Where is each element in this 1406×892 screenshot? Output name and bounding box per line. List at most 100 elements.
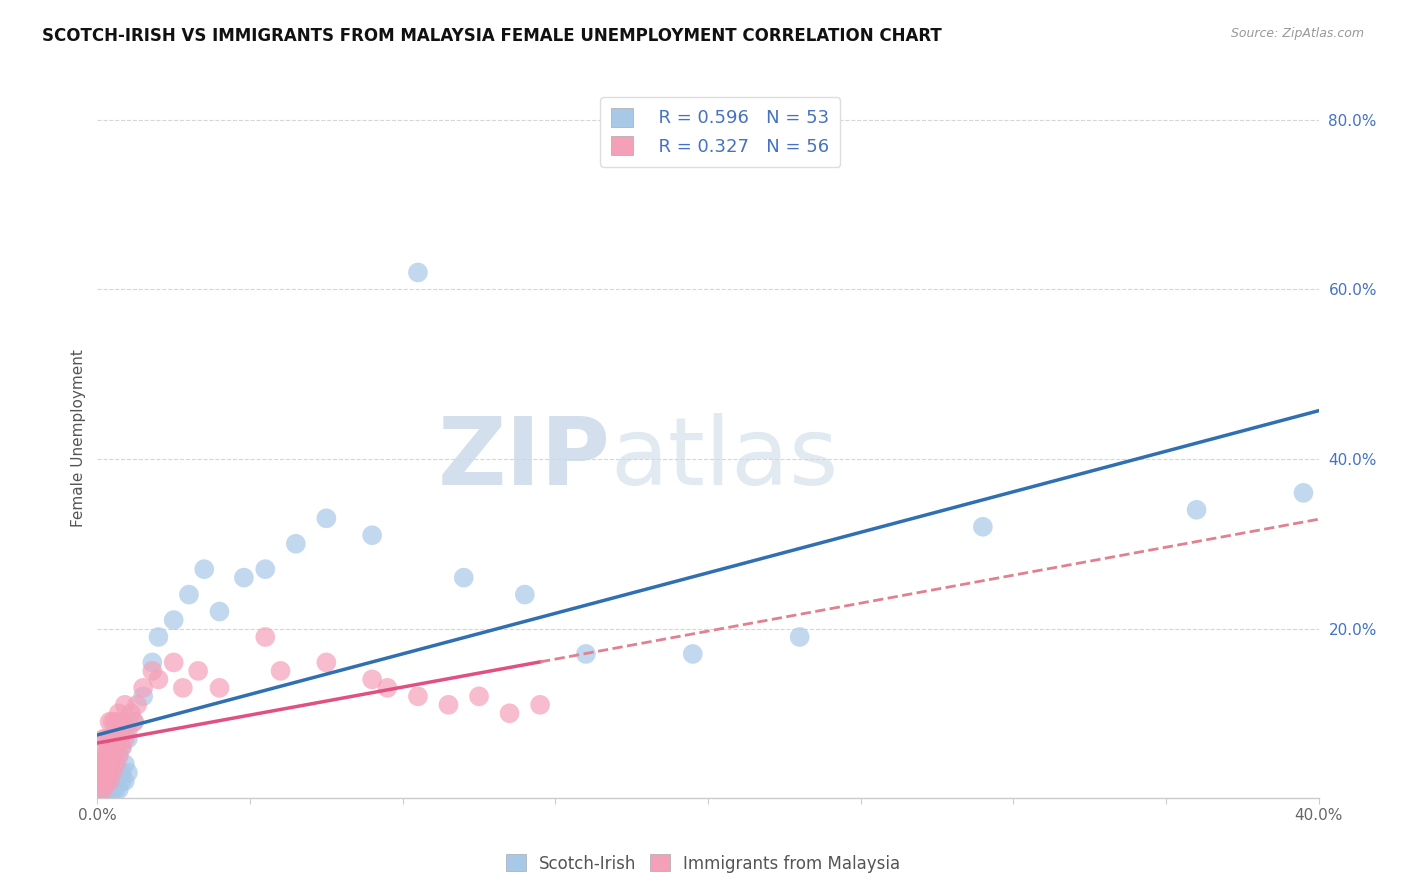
Point (96, 774, 118, 789)
Point (93, 765, 115, 780)
Text: Source: ZipAtlas.com: Source: ZipAtlas.com (1230, 27, 1364, 40)
Point (111, 765, 134, 780)
Point (101, 748, 124, 763)
Point (98, 757, 121, 772)
Point (93, 782, 115, 797)
Point (107, 748, 129, 763)
Point (93, 774, 115, 789)
Point (187, 664, 209, 678)
Point (98, 757, 121, 772)
Point (101, 731, 124, 746)
Text: ZIP: ZIP (437, 413, 610, 506)
Point (107, 765, 129, 780)
Point (89, 757, 111, 772)
Point (114, 757, 136, 772)
Point (315, 511, 337, 525)
Point (89, 774, 111, 789)
Point (172, 681, 194, 695)
Point (101, 765, 124, 780)
Point (682, 647, 704, 661)
Point (104, 782, 127, 797)
Point (111, 740, 134, 755)
Point (111, 714, 134, 729)
Point (437, 698, 460, 712)
Point (1185, 503, 1208, 517)
Point (111, 774, 134, 789)
Point (972, 520, 994, 534)
Point (89, 782, 111, 797)
Point (270, 664, 292, 678)
Point (117, 731, 139, 746)
Point (96, 782, 118, 797)
Point (98, 774, 121, 789)
Point (107, 731, 129, 746)
Point (89, 765, 111, 780)
Point (96, 765, 118, 780)
Point (98, 774, 121, 789)
Point (141, 656, 163, 670)
Point (208, 681, 231, 695)
Point (163, 613, 186, 627)
Point (101, 774, 124, 789)
Point (98, 748, 121, 763)
Point (254, 630, 277, 644)
Point (117, 765, 139, 780)
Point (93, 731, 115, 746)
Point (111, 740, 134, 755)
Point (148, 630, 170, 644)
Point (361, 673, 384, 687)
Point (132, 681, 155, 695)
Legend:   R = 0.596   N = 53,   R = 0.327   N = 56: R = 0.596 N = 53, R = 0.327 N = 56 (600, 97, 841, 167)
Point (98, 782, 121, 797)
Point (96, 774, 118, 789)
Point (254, 562, 277, 576)
Point (101, 714, 124, 729)
Point (141, 664, 163, 678)
Point (122, 714, 145, 729)
Point (93, 774, 115, 789)
Point (107, 782, 129, 797)
Point (117, 723, 139, 738)
Point (468, 690, 491, 704)
Point (377, 681, 399, 695)
Point (177, 588, 200, 602)
Point (104, 757, 127, 772)
Point (789, 630, 811, 644)
Point (89, 782, 111, 797)
Point (513, 588, 536, 602)
Point (1292, 486, 1315, 500)
Point (107, 706, 129, 721)
Point (114, 774, 136, 789)
Point (284, 537, 307, 551)
Point (193, 562, 215, 576)
Point (98, 714, 121, 729)
Point (114, 698, 136, 712)
Point (93, 740, 115, 755)
Point (93, 757, 115, 772)
Point (315, 656, 337, 670)
Point (104, 740, 127, 755)
Point (125, 698, 148, 712)
Point (89, 765, 111, 780)
Point (148, 673, 170, 687)
Point (96, 765, 118, 780)
Point (453, 571, 475, 585)
Point (93, 782, 115, 797)
Point (104, 774, 127, 789)
Point (96, 757, 118, 772)
Point (120, 706, 142, 721)
Point (93, 765, 115, 780)
Point (406, 265, 429, 279)
Point (529, 698, 551, 712)
Point (101, 748, 124, 763)
Text: SCOTCH-IRISH VS IMMIGRANTS FROM MALAYSIA FEMALE UNEMPLOYMENT CORRELATION CHART: SCOTCH-IRISH VS IMMIGRANTS FROM MALAYSIA… (42, 27, 942, 45)
Point (96, 731, 118, 746)
Text: atlas: atlas (610, 413, 838, 506)
Point (96, 748, 118, 763)
Point (101, 782, 124, 797)
Point (208, 605, 231, 619)
Point (101, 765, 124, 780)
Point (232, 571, 254, 585)
Point (361, 528, 384, 542)
Point (96, 757, 118, 772)
